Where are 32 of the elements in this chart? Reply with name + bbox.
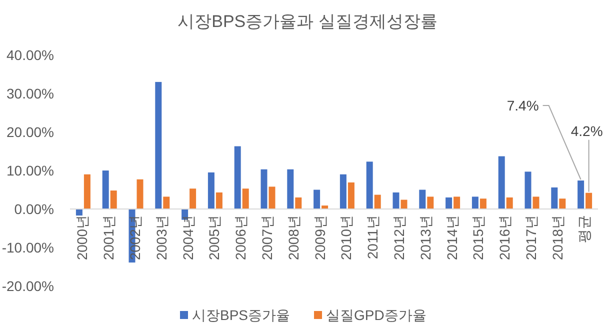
- x-tick-label: 2018년: [549, 215, 566, 260]
- x-tick-label: 2005년: [206, 215, 222, 260]
- y-tick-label: -20.00%: [2, 278, 54, 294]
- data-label: 4.2%: [570, 122, 603, 139]
- legend-label: 실질GPD증가율: [326, 307, 426, 323]
- x-tick-label: 2001년: [100, 215, 117, 260]
- x-tick-label: 2002년: [127, 215, 143, 260]
- legend-label: 시장BPS증가율: [192, 307, 290, 323]
- x-tick-label: 2011년: [364, 215, 381, 260]
- x-tick-label: 2006년: [232, 215, 249, 260]
- x-tick-label: 평균: [576, 215, 592, 243]
- chart-title: 시장BPS증가율과 실질경제성장률: [178, 12, 438, 31]
- y-tick-label: -10.00%: [2, 240, 54, 256]
- y-tick-label: 10.00%: [6, 162, 54, 178]
- x-tick-label: 2004년: [180, 215, 196, 260]
- y-tick-label: 40.00%: [6, 47, 54, 63]
- data-label: 7.4%: [506, 98, 539, 114]
- x-tick-label: 2003년: [153, 215, 170, 260]
- x-tick-label: 2013년: [417, 215, 434, 260]
- y-tick-label: 0.00%: [14, 201, 54, 217]
- y-tick-label: 30.00%: [6, 86, 54, 102]
- x-tick-label: 2016년: [496, 215, 513, 260]
- x-tick-label: 2014년: [444, 215, 460, 260]
- x-tick-label: 2007년: [259, 215, 275, 260]
- x-tick-label: 2010년: [338, 215, 354, 260]
- x-tick-label: 2017년: [523, 215, 539, 260]
- x-tick-label: 2012년: [391, 215, 407, 260]
- x-tick-label: 2000년: [74, 215, 90, 260]
- x-tick-label: 2008년: [285, 215, 302, 260]
- x-tick-label: 2009년: [312, 215, 328, 260]
- x-tick-label: 2015년: [470, 215, 486, 260]
- y-tick-label: 20.00%: [6, 124, 54, 140]
